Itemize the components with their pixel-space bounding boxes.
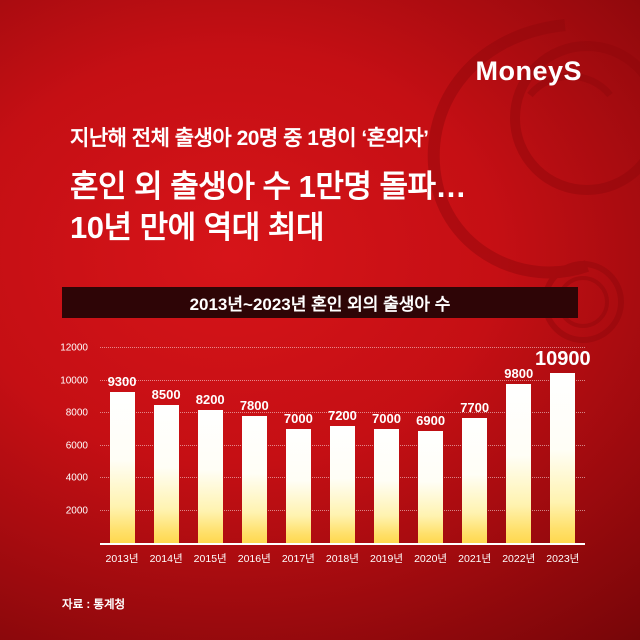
x-axis-label: 2023년 — [546, 553, 580, 565]
bar-column: 7000 — [364, 348, 408, 543]
bar — [374, 429, 399, 543]
x-axis-label: 2020년 — [414, 553, 448, 565]
headline-line-2: 10년 만에 역대 최대 — [70, 210, 324, 245]
bar-column: 7200 — [320, 348, 364, 543]
bar — [506, 383, 532, 543]
y-axis-tick-label: 6000 — [65, 440, 88, 451]
x-axis-label: 2018년 — [325, 553, 359, 565]
x-axis-labels: 2013년 2014년 2015년 2016년 2017년 2018년 2019년 2020년… — [100, 551, 585, 566]
chart-title-banner: 2013년~2023년 혼인 외의 출생아 수 — [62, 287, 578, 318]
x-axis-label: 2015년 — [193, 553, 227, 565]
bars-container: 9300 8500 8200 7800 7000 7200 7000 6900 7700 9800… — [100, 348, 591, 543]
gridline — [100, 379, 585, 381]
x-axis-label: 2016년 — [237, 553, 271, 565]
bar — [462, 417, 488, 543]
y-axis-tick-label: 4000 — [65, 472, 88, 484]
headline-line-1: 혼인 외 출생아 수 1만명 돌파… — [70, 169, 467, 204]
y-axis: 2000 4000 6000 8000 10000 12000 — [50, 343, 94, 543]
bar — [197, 409, 223, 543]
headline-block: 지난해 전체 출생아 20명 중 1명이 ‘혼외자’ 혼인 외 출생아 수 1만… — [70, 122, 467, 248]
y-axis-tick-label: 12000 — [60, 342, 88, 354]
y-axis-tick-label: 10000 — [60, 375, 88, 386]
gridline — [100, 347, 585, 348]
x-axis-label: 2022년 — [502, 553, 536, 565]
moneys-logo: MoneyS — [475, 56, 582, 86]
headline-kicker: 지난해 전체 출생아 20명 중 1명이 ‘혼외자’ — [70, 127, 429, 150]
bar-column: 8200 — [188, 348, 232, 543]
bar — [153, 404, 179, 543]
bar-column: 9300 — [100, 348, 144, 543]
bar — [285, 429, 311, 543]
x-axis-label: 2014년 — [149, 553, 183, 565]
bar-value-label: 7800 — [239, 398, 269, 414]
bar-value-label: 7000 — [372, 411, 401, 427]
x-axis-label: 2019년 — [369, 553, 404, 565]
bar — [329, 426, 355, 543]
bar-value-label: 7700 — [460, 399, 490, 415]
x-axis-label: 2017년 — [281, 553, 315, 565]
bar — [109, 391, 135, 543]
bar-value-label: 9800 — [504, 365, 534, 381]
bar-column: 8500 — [144, 348, 188, 543]
bar-column: 9800 — [497, 348, 541, 543]
bar-column: 10900 — [535, 348, 591, 543]
bar — [241, 416, 267, 543]
bar — [418, 430, 444, 543]
y-axis-tick-label: 8000 — [65, 407, 88, 419]
bar — [550, 373, 576, 543]
chart-title: 2013년~2023년 혼인 외의 출생아 수 — [189, 295, 451, 314]
bar-value-label: 8500 — [151, 386, 181, 402]
bar-value-label: 7000 — [283, 411, 313, 427]
bar-value-label: 8200 — [195, 391, 225, 407]
y-axis-tick-label: 2000 — [65, 505, 88, 517]
x-axis-label: 2013년 — [105, 553, 139, 565]
gridline — [100, 412, 585, 414]
bar-column: 7800 — [232, 348, 276, 543]
bar-column: 6900 — [409, 348, 453, 543]
source-text: 자료 : 통계청 — [62, 599, 126, 611]
bar-value-label: 6900 — [416, 412, 446, 428]
bar-value-label: 9300 — [107, 373, 137, 389]
bar-column: 7700 — [453, 348, 497, 543]
bar-chart: 9300 8500 8200 7800 7000 7200 7000 6900 7700 9800… — [100, 347, 591, 545]
x-axis-label: 2021년 — [458, 553, 492, 565]
bar-value-label: 7200 — [327, 408, 357, 423]
bar-column: 7000 — [276, 348, 320, 543]
bar-value-label: 10900 — [535, 348, 591, 370]
